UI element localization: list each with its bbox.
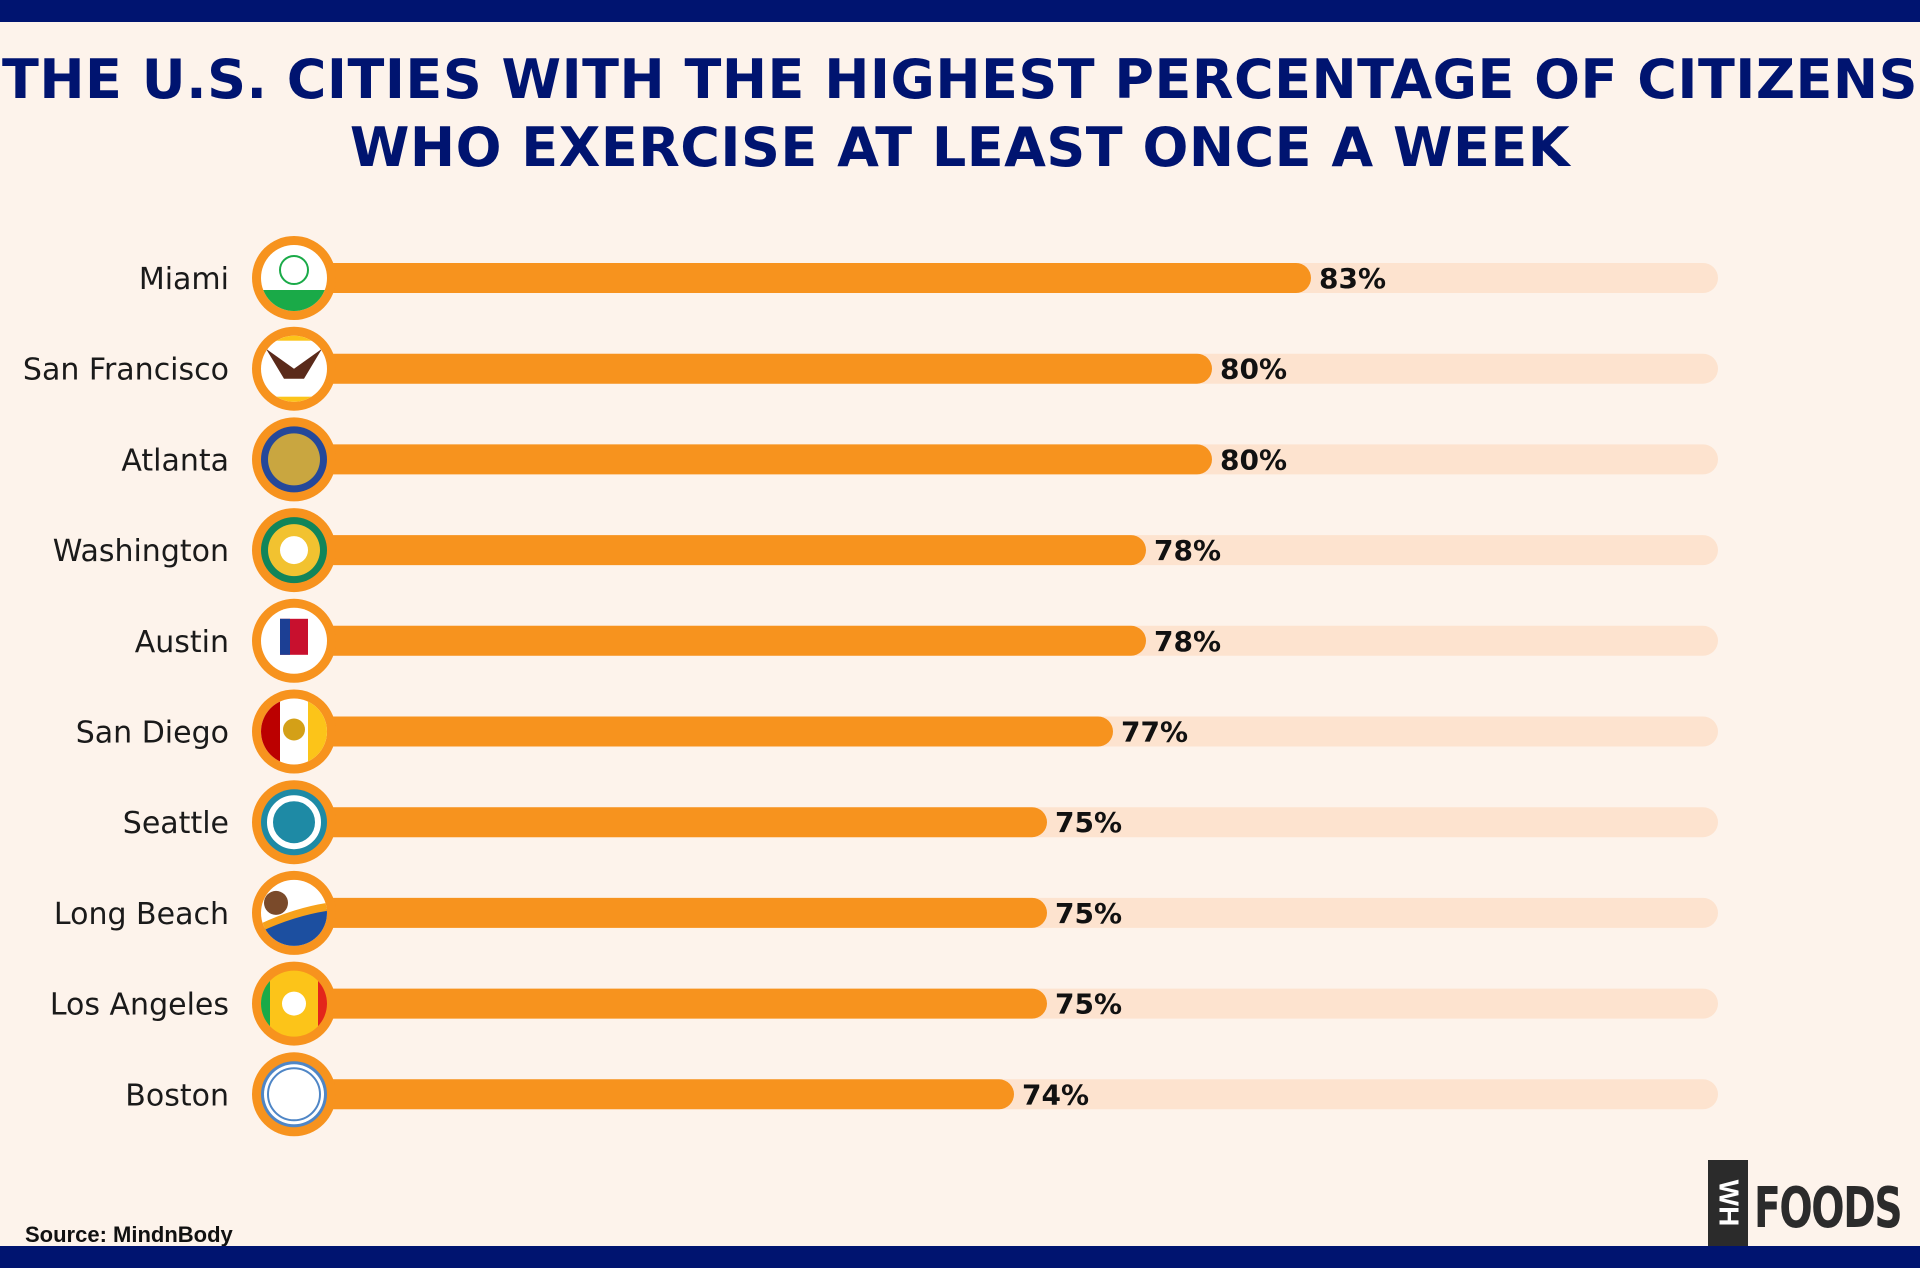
chart-title: THE U.S. CITIES WITH THE HIGHEST PERCENT… bbox=[0, 46, 1920, 182]
top-border bbox=[0, 0, 1920, 22]
value-label: 75% bbox=[1055, 988, 1122, 1021]
los-angeles-flag-icon bbox=[261, 970, 327, 1037]
bar bbox=[294, 1079, 1014, 1110]
bar-row: San Francisco 80% bbox=[23, 326, 1718, 411]
value-label: 77% bbox=[1121, 716, 1188, 749]
logo: WH FOODS bbox=[1708, 1160, 1920, 1246]
bar bbox=[294, 897, 1047, 928]
value-label: 83% bbox=[1319, 262, 1386, 295]
austin-flag-icon bbox=[261, 607, 327, 674]
bar-row: Austin 78% bbox=[135, 598, 1718, 683]
bar-row: Boston 74% bbox=[125, 1052, 1718, 1137]
bar bbox=[294, 353, 1212, 384]
bar bbox=[294, 988, 1047, 1019]
value-label: 75% bbox=[1055, 806, 1122, 839]
title-line-1: THE U.S. CITIES WITH THE HIGHEST PERCENT… bbox=[2, 48, 1918, 111]
miami-flag-icon bbox=[261, 245, 327, 311]
value-label: 75% bbox=[1055, 897, 1122, 930]
category-label: Miami bbox=[139, 262, 229, 297]
washington-flag-icon bbox=[261, 517, 327, 584]
value-label: 74% bbox=[1022, 1078, 1089, 1111]
category-label: San Diego bbox=[76, 716, 229, 751]
value-label: 78% bbox=[1154, 625, 1221, 658]
bar-row: Miami 83% bbox=[139, 236, 1718, 320]
bar-row: Seattle 75% bbox=[123, 780, 1718, 865]
logo-box: WH bbox=[1708, 1160, 1748, 1246]
value-label: 78% bbox=[1154, 534, 1221, 567]
category-label: Long Beach bbox=[54, 897, 229, 932]
bottom-border bbox=[0, 1246, 1920, 1268]
value-label: 80% bbox=[1220, 353, 1287, 386]
category-label: San Francisco bbox=[23, 353, 229, 388]
bar bbox=[294, 625, 1146, 656]
category-label: Boston bbox=[125, 1078, 229, 1113]
bar-row: Long Beach 75% bbox=[54, 870, 1718, 955]
logo-text: FOODS bbox=[1754, 1176, 1903, 1241]
bar bbox=[294, 263, 1311, 293]
bar bbox=[294, 444, 1212, 475]
bar-row: Los Angeles 75% bbox=[50, 961, 1718, 1046]
category-label: Los Angeles bbox=[50, 988, 229, 1023]
san-francisco-flag-icon bbox=[261, 335, 327, 402]
bar bbox=[294, 716, 1113, 747]
source-note: Source: MindnBody bbox=[25, 1222, 233, 1247]
bar bbox=[294, 807, 1047, 838]
bar-row: San Diego 77% bbox=[76, 689, 1718, 774]
title-line-2: WHO EXERCISE AT LEAST ONCE A WEEK bbox=[349, 116, 1571, 179]
seattle-flag-icon bbox=[261, 789, 327, 856]
boston-flag-icon bbox=[261, 1061, 327, 1128]
category-label: Seattle bbox=[123, 806, 229, 841]
bar-row: Washington 78% bbox=[53, 508, 1718, 593]
logo-box-text: WH bbox=[1713, 1179, 1744, 1227]
bar-row: Atlanta 80% bbox=[121, 417, 1718, 502]
category-label: Washington bbox=[53, 534, 229, 569]
atlanta-flag-icon bbox=[261, 426, 327, 493]
category-label: Atlanta bbox=[121, 443, 229, 478]
bar bbox=[294, 535, 1146, 566]
san-diego-flag-icon bbox=[261, 698, 327, 765]
value-label: 80% bbox=[1220, 443, 1287, 476]
category-label: Austin bbox=[135, 625, 229, 660]
